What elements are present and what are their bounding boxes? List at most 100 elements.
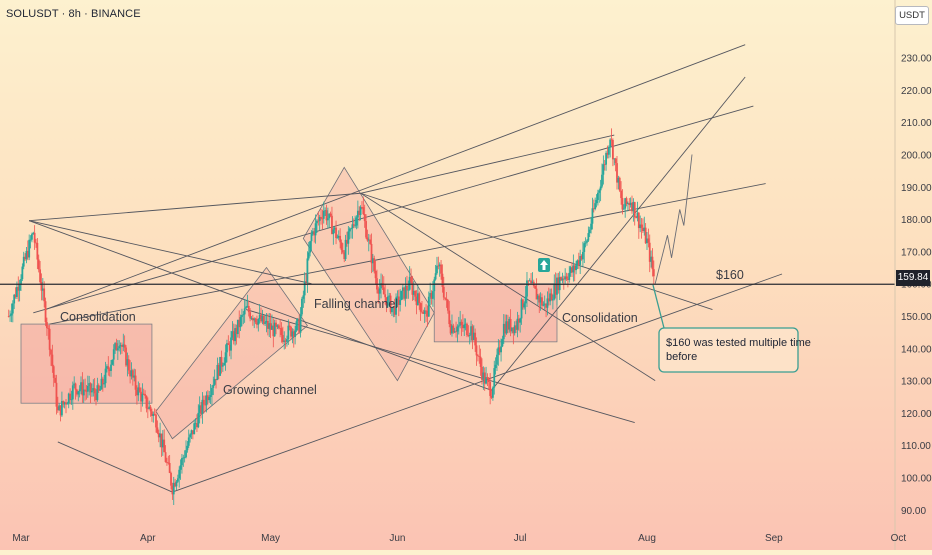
candle-body xyxy=(163,439,166,453)
candle-body xyxy=(265,321,268,323)
candle-body xyxy=(247,305,250,313)
candle-body xyxy=(266,321,269,329)
candle-body xyxy=(350,228,352,230)
candle-body xyxy=(433,279,436,292)
candle-body xyxy=(62,401,65,405)
candle-body xyxy=(89,383,92,393)
candle-body xyxy=(108,369,111,371)
callout-box xyxy=(658,327,799,373)
candle-body xyxy=(280,328,283,336)
candle-body xyxy=(590,223,592,230)
candle-body xyxy=(215,379,217,381)
candle-body xyxy=(391,307,393,313)
candle-body xyxy=(197,412,200,428)
candle-body xyxy=(112,349,115,360)
candle-body xyxy=(28,239,31,258)
candle-body xyxy=(616,163,618,183)
candle-body xyxy=(628,203,631,205)
candle-body xyxy=(453,331,456,333)
candle-body xyxy=(550,293,553,301)
candle-body xyxy=(545,303,547,308)
candle-body xyxy=(149,406,152,412)
growing-channel-box xyxy=(155,266,308,440)
candle-body xyxy=(249,312,252,319)
candle-body xyxy=(201,399,204,415)
candle-body xyxy=(481,366,483,380)
candle-body xyxy=(246,305,249,307)
candle-body xyxy=(476,355,479,357)
candle-body xyxy=(568,272,571,280)
candle-body xyxy=(560,277,562,281)
candle-body xyxy=(602,164,605,175)
candle-body xyxy=(434,273,437,280)
candle-body xyxy=(314,223,317,236)
candle-body xyxy=(32,232,35,235)
candle-body xyxy=(167,462,170,464)
candle-body xyxy=(549,293,552,302)
candle-body xyxy=(16,287,18,297)
candle-body xyxy=(580,256,583,260)
candle-body xyxy=(219,357,222,376)
currency-button[interactable]: USDT xyxy=(895,6,929,25)
y-tick-label: 90.00 xyxy=(901,506,926,517)
candle-body xyxy=(161,439,164,448)
candle-body xyxy=(363,214,366,222)
candle-body xyxy=(651,256,654,270)
candle-body xyxy=(583,243,586,252)
candle-body xyxy=(29,239,32,241)
candle-body xyxy=(211,387,213,396)
candle-body xyxy=(232,331,235,342)
candle-body xyxy=(455,331,457,333)
candle-body xyxy=(640,224,643,228)
candle-body xyxy=(126,359,129,366)
candle-body xyxy=(556,277,558,295)
candle-body xyxy=(406,285,408,291)
candle-body xyxy=(97,385,100,391)
candle-body xyxy=(586,240,588,243)
trend-line xyxy=(29,220,492,391)
candle-body xyxy=(159,433,162,438)
candle-body xyxy=(217,364,220,376)
candle-body xyxy=(76,389,78,395)
candle-body xyxy=(209,395,212,397)
candle-body xyxy=(17,287,20,291)
candle-body xyxy=(359,206,362,215)
candle-body xyxy=(464,323,467,325)
arrow-up-badge xyxy=(538,258,550,272)
candle-body xyxy=(281,335,284,342)
candle-body xyxy=(606,152,609,155)
candle-body xyxy=(511,327,513,332)
candle-body xyxy=(633,202,636,218)
candle-body xyxy=(512,327,515,334)
candle-body xyxy=(175,481,178,487)
candle-body xyxy=(358,210,361,215)
candle-body xyxy=(298,318,301,333)
candle-body xyxy=(239,317,242,328)
candle-body xyxy=(320,216,322,219)
candle-body xyxy=(451,325,453,334)
candle-body xyxy=(344,239,347,260)
candle-body xyxy=(189,434,192,438)
arrow-up-icon xyxy=(540,260,548,270)
candle-body xyxy=(374,270,377,279)
candle-body xyxy=(448,310,451,325)
candle-body xyxy=(253,318,256,321)
current-price-marker: 159.84 xyxy=(896,270,930,286)
candle-body xyxy=(261,315,264,322)
y-tick-label: 120.00 xyxy=(901,409,932,420)
candle-body xyxy=(479,356,482,367)
label-falling-channel: Falling channel xyxy=(314,297,398,311)
candle-body xyxy=(621,198,624,210)
candle-body xyxy=(471,326,474,341)
candle-body xyxy=(474,332,477,346)
candle-body xyxy=(397,296,400,305)
candle-body xyxy=(530,280,532,284)
candle-body xyxy=(196,423,198,428)
candle-body xyxy=(208,396,211,401)
candle-body xyxy=(547,298,550,302)
candle-body xyxy=(620,190,622,199)
candle-body xyxy=(228,344,231,351)
candle-body xyxy=(121,345,123,347)
candle-body xyxy=(125,347,127,366)
candle-body xyxy=(587,233,590,241)
